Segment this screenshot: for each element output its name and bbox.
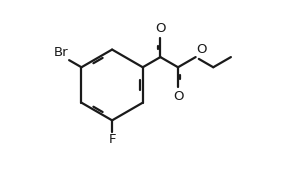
Text: O: O [155, 22, 165, 35]
Text: F: F [108, 133, 116, 146]
Text: O: O [196, 43, 207, 56]
Text: O: O [173, 90, 183, 103]
Text: Br: Br [54, 46, 68, 59]
